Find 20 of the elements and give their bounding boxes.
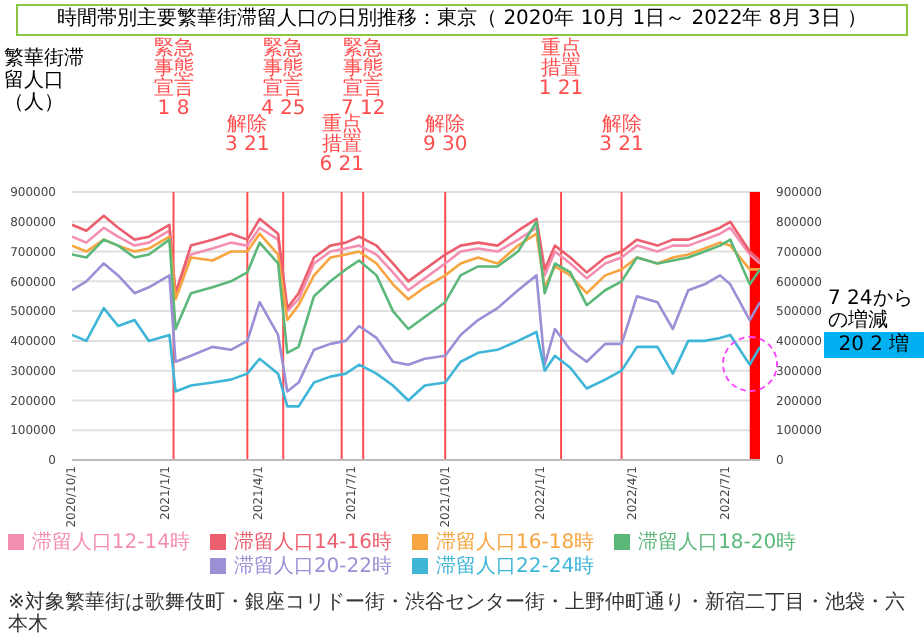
- legend-label: 滞留人口20-22時: [233, 556, 392, 578]
- legend-label: 滞留人口18-20時: [638, 532, 797, 554]
- line-series: [72, 262, 760, 393]
- ref-line-label: 解除 3 21: [223, 114, 272, 156]
- text: 7 24からの増減: [828, 287, 915, 332]
- ref-line-label: 重点措置 1 21: [536, 38, 586, 100]
- legend-label: 滞留人口14-16時: [233, 532, 392, 554]
- ref-line-label: 緊急事態宣言 1 8: [151, 38, 196, 120]
- chart-title: 時間帯別主要繁華街滞留人口の日別推移：東京（ 2020年 10月 1日～ 2022年 8月 3日 ）: [16, 4, 908, 36]
- ref-line-label: 解除 9 30: [420, 114, 470, 156]
- y-axis-title: 繁華街滞留人口（人）: [4, 48, 86, 114]
- text: 20 2 増: [824, 331, 924, 358]
- legend-label: 滞留人口22-24時: [436, 556, 595, 578]
- ref-line-label: 重点措置 6 21: [317, 114, 364, 176]
- ref-line-label: 解除 3 21: [597, 114, 646, 156]
- legend-label: 滞留人口12-14時: [31, 532, 190, 554]
- legend-label: 滞留人口16-18時: [436, 532, 595, 554]
- line-series: [72, 220, 760, 355]
- line-series: [72, 214, 760, 310]
- text: ※対象繁華街は歌舞伎町・銀座コリドー街・渋谷センター街・上野仲町通り・新宿二丁目・池袋・六本木: [8, 592, 907, 636]
